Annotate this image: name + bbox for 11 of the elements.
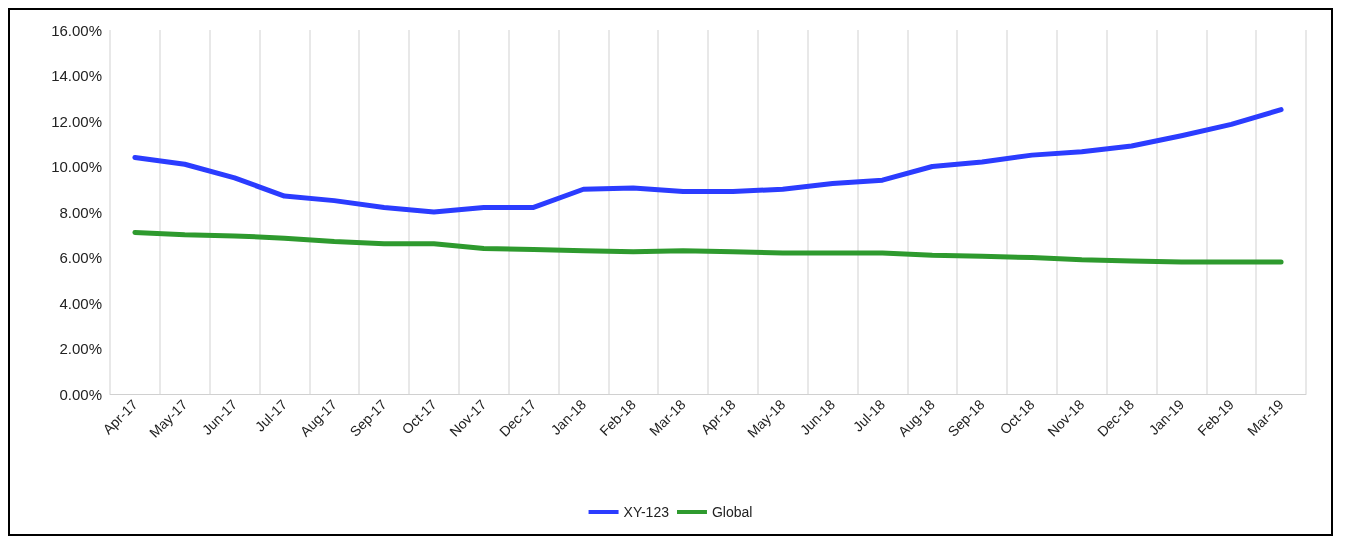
y-tick-label: 8.00% <box>59 203 102 221</box>
y-tick-label: 14.00% <box>51 67 102 84</box>
legend-label: Global <box>711 504 753 520</box>
y-tick-label: 4.00% <box>59 294 102 312</box>
legend-label: XY-123 <box>623 504 670 520</box>
y-tick-label: 10.00% <box>51 158 102 175</box>
y-tick-label: 6.00% <box>59 249 102 266</box>
y-tick-label: 16.00% <box>51 21 102 39</box>
y-tick-label: 0.00% <box>59 385 102 403</box>
y-tick-label: 2.00% <box>59 340 102 357</box>
y-tick-label: 12.00% <box>51 112 102 130</box>
